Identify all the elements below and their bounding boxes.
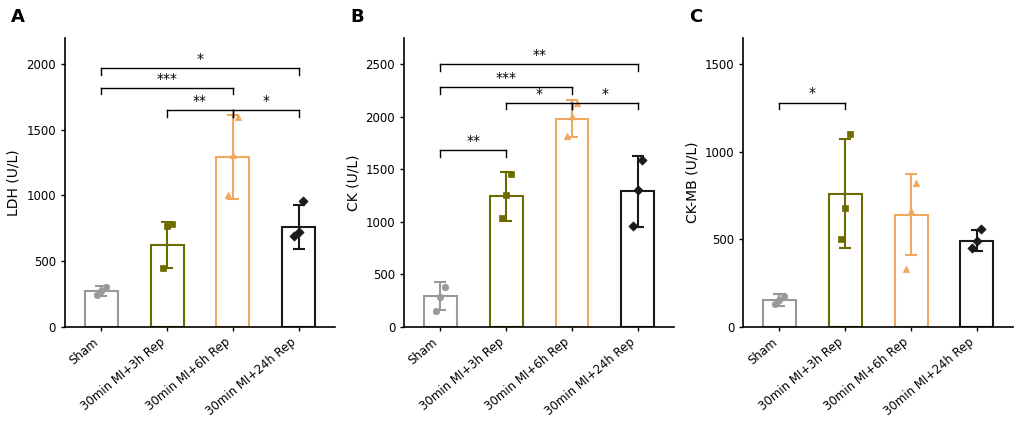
Point — [558, 132, 575, 139]
Point — [436, 283, 452, 290]
Point — [832, 236, 848, 243]
Point — [89, 292, 105, 298]
Bar — [828, 194, 861, 326]
Text: A: A — [11, 8, 25, 26]
Point — [841, 131, 857, 138]
Point — [634, 156, 650, 163]
Bar — [555, 119, 588, 326]
Point — [159, 222, 175, 229]
Text: **: ** — [466, 134, 480, 148]
Point — [154, 264, 170, 271]
Point — [898, 266, 914, 272]
Y-axis label: LDH (U/L): LDH (U/L) — [7, 149, 21, 215]
Point — [497, 192, 514, 199]
Text: **: ** — [193, 94, 207, 108]
Point — [285, 232, 302, 239]
Y-axis label: CK-MB (U/L): CK-MB (U/L) — [685, 142, 698, 223]
Text: ***: *** — [157, 71, 177, 85]
Text: C: C — [689, 8, 702, 26]
Point — [972, 226, 988, 233]
Text: *: * — [808, 86, 815, 100]
Point — [93, 288, 109, 295]
Point — [564, 112, 580, 119]
Point — [766, 300, 783, 307]
Y-axis label: CK (U/L): CK (U/L) — [345, 154, 360, 210]
Point — [775, 292, 792, 299]
Text: *: * — [535, 87, 542, 101]
Point — [770, 297, 787, 304]
Point — [625, 222, 641, 229]
Text: *: * — [197, 52, 204, 66]
Text: B: B — [350, 8, 364, 26]
Point — [224, 151, 240, 158]
Bar — [960, 241, 993, 326]
Point — [629, 187, 645, 193]
Point — [229, 113, 246, 120]
Point — [220, 192, 236, 199]
Point — [163, 221, 179, 228]
Point — [290, 229, 307, 235]
Point — [294, 197, 311, 204]
Bar — [894, 215, 926, 326]
Point — [837, 204, 853, 211]
Bar — [424, 296, 457, 326]
Bar — [85, 291, 117, 326]
Bar — [216, 157, 249, 326]
Point — [963, 244, 979, 251]
Bar — [762, 300, 795, 326]
Point — [427, 307, 443, 314]
Point — [432, 294, 448, 300]
Bar — [282, 227, 315, 326]
Point — [493, 215, 510, 222]
Text: *: * — [601, 87, 607, 101]
Text: *: * — [262, 94, 269, 108]
Bar — [151, 245, 183, 326]
Bar — [489, 196, 522, 326]
Text: **: ** — [532, 48, 545, 62]
Point — [98, 284, 114, 291]
Bar — [621, 191, 653, 326]
Point — [502, 171, 519, 178]
Point — [568, 100, 584, 107]
Point — [907, 180, 923, 187]
Point — [902, 208, 918, 215]
Point — [968, 238, 984, 244]
Text: ***: *** — [495, 71, 517, 85]
